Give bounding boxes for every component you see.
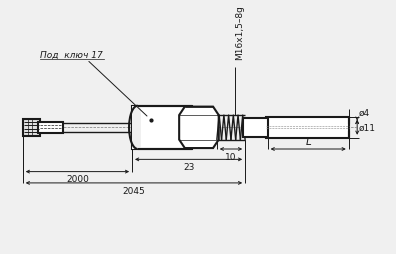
Bar: [243, 118, 268, 137]
Text: ø11: ø11: [359, 123, 376, 132]
Bar: [132, 106, 141, 149]
Text: М16х1,5–8g: М16х1,5–8g: [235, 5, 244, 59]
Text: L: L: [305, 137, 311, 147]
Bar: [132, 106, 192, 149]
Text: 10: 10: [225, 152, 237, 161]
Text: ø4: ø4: [359, 108, 370, 117]
Text: 2045: 2045: [123, 186, 145, 195]
Text: 23: 23: [183, 163, 194, 171]
Polygon shape: [179, 107, 219, 149]
Bar: [23, 119, 40, 136]
Bar: [266, 118, 349, 138]
Text: 2000: 2000: [66, 175, 89, 184]
Text: Под  ключ 17: Под ключ 17: [40, 51, 103, 60]
Bar: [38, 122, 63, 133]
